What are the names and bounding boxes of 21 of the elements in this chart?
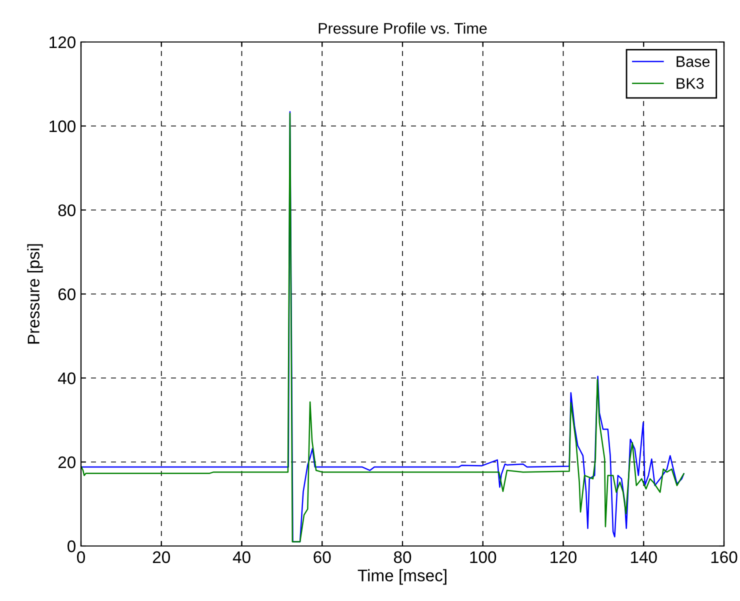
y-tick-label: 20 — [58, 456, 76, 468]
chart-title: Pressure Profile vs. Time — [318, 22, 487, 34]
y-axis-title: Pressure [psi] — [27, 244, 43, 344]
y-tick-label: 40 — [58, 372, 76, 384]
x-tick-label: 100 — [470, 551, 496, 564]
x-tick-label: 40 — [232, 551, 250, 564]
y-tick-label: 60 — [58, 288, 76, 300]
y-tick-label: 100 — [50, 120, 76, 132]
legend-label: Base — [676, 56, 710, 67]
y-tick-label: 80 — [58, 204, 76, 216]
legend-label: BK3 — [676, 78, 704, 89]
x-axis-title: Time [msec] — [358, 569, 446, 585]
y-tick-label: 0 — [68, 540, 76, 552]
x-tick-label: 140 — [630, 551, 657, 564]
x-tick-label: 160 — [711, 551, 738, 564]
y-tick-label: 120 — [50, 36, 76, 48]
x-tick-label: 0 — [77, 551, 85, 564]
x-tick-label: 120 — [550, 551, 577, 564]
x-tick-label: 20 — [152, 551, 170, 564]
x-tick-label: 60 — [314, 551, 331, 564]
x-tick-label: 80 — [394, 551, 412, 564]
